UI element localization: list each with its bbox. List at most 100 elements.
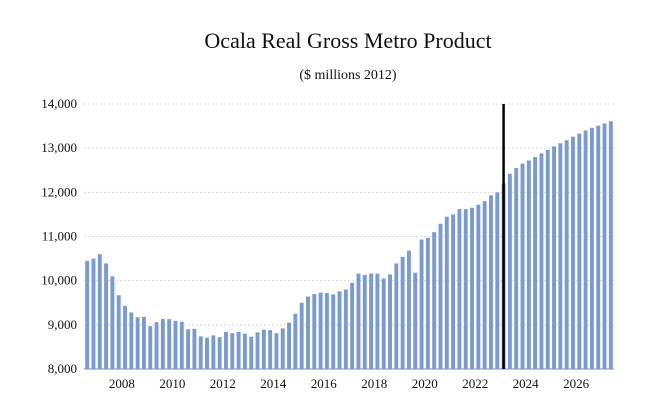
bar [476, 204, 481, 369]
bar [318, 292, 323, 369]
gridlines [84, 103, 614, 370]
bar [154, 322, 159, 369]
bar [274, 333, 279, 369]
bar [91, 258, 96, 369]
bar [141, 316, 146, 369]
bar [85, 260, 90, 369]
bar [343, 289, 348, 369]
bar [148, 326, 153, 369]
bar [350, 282, 355, 370]
bar [280, 328, 285, 369]
bar [205, 337, 209, 369]
bar [413, 272, 418, 369]
bar [173, 320, 178, 369]
bar [268, 330, 273, 369]
bar [571, 136, 575, 369]
bar [97, 254, 102, 369]
bar [432, 232, 437, 369]
bar [552, 146, 557, 369]
x-tick-label: 2024 [513, 376, 540, 391]
bar [179, 321, 184, 369]
bar [545, 149, 550, 369]
y-tick-label: 9,000 [48, 317, 77, 332]
bar [129, 312, 134, 369]
bar [236, 331, 241, 369]
y-tick-label: 11,000 [42, 229, 77, 244]
bar [495, 192, 500, 369]
bar [596, 125, 601, 369]
bar [608, 121, 613, 369]
bar [520, 163, 525, 370]
bar [230, 333, 235, 369]
x-tick-label: 2016 [311, 376, 338, 391]
bar [255, 332, 260, 369]
y-axis-ticks: 8,000 9,000 10,000 11,000 12,000 13,000 14,000 [41, 96, 77, 376]
bar [533, 157, 538, 369]
y-tick-label: 8,000 [48, 361, 77, 376]
bar [406, 250, 411, 369]
bar [224, 331, 228, 369]
x-tick-label: 2020 [412, 376, 438, 391]
bar [356, 273, 361, 369]
bar [135, 317, 140, 369]
bar [299, 302, 304, 369]
bar [539, 153, 544, 369]
bar [514, 168, 519, 369]
x-axis-ticks: 2008 2010 2012 2014 2016 2018 2020 2022 2024 2026 [109, 376, 590, 391]
bar [375, 273, 380, 369]
bar [602, 123, 607, 370]
bar [293, 313, 298, 369]
y-tick-label: 13,000 [41, 140, 77, 155]
bar [369, 273, 374, 369]
bar [123, 305, 127, 369]
bar [362, 274, 367, 369]
bar [463, 209, 468, 369]
bar [116, 295, 121, 369]
bar [425, 237, 430, 369]
y-tick-label: 14,000 [41, 96, 77, 111]
x-tick-label: 2008 [109, 376, 135, 391]
bar [577, 133, 582, 369]
bar [457, 209, 462, 369]
bar [160, 319, 165, 369]
bar [167, 319, 172, 369]
bar [451, 214, 456, 369]
bar [589, 127, 594, 369]
y-tick-label: 10,000 [41, 273, 77, 288]
bar [186, 329, 191, 369]
bar [482, 201, 487, 369]
x-tick-label: 2022 [462, 376, 488, 391]
bar [470, 207, 474, 369]
x-tick-label: 2012 [210, 376, 236, 391]
chart-title: Ocala Real Gross Metro Product [204, 28, 491, 53]
x-tick-label: 2026 [563, 376, 590, 391]
bar [242, 333, 247, 369]
bar [507, 173, 512, 369]
bar [110, 276, 115, 369]
y-tick-label: 12,000 [41, 184, 77, 199]
bar [583, 130, 588, 369]
bar [558, 143, 563, 369]
bar [261, 329, 266, 369]
bars [85, 121, 613, 370]
bar [211, 335, 216, 369]
bar [331, 294, 336, 369]
bar [287, 322, 292, 370]
bar [388, 274, 392, 369]
bar [192, 328, 197, 369]
bar [217, 337, 222, 369]
bar [400, 256, 405, 369]
bar [444, 216, 449, 370]
x-tick-label: 2014 [260, 376, 287, 391]
bar [324, 293, 329, 369]
bar [381, 278, 386, 369]
bar [312, 293, 317, 369]
bar [198, 336, 203, 369]
bar [306, 296, 310, 369]
x-tick-label: 2010 [159, 376, 185, 391]
x-tick-label: 2018 [361, 376, 387, 391]
bar [249, 336, 254, 369]
bar [438, 223, 443, 369]
bar [526, 160, 531, 369]
chart-subtitle: ($ millions 2012) [299, 68, 397, 83]
